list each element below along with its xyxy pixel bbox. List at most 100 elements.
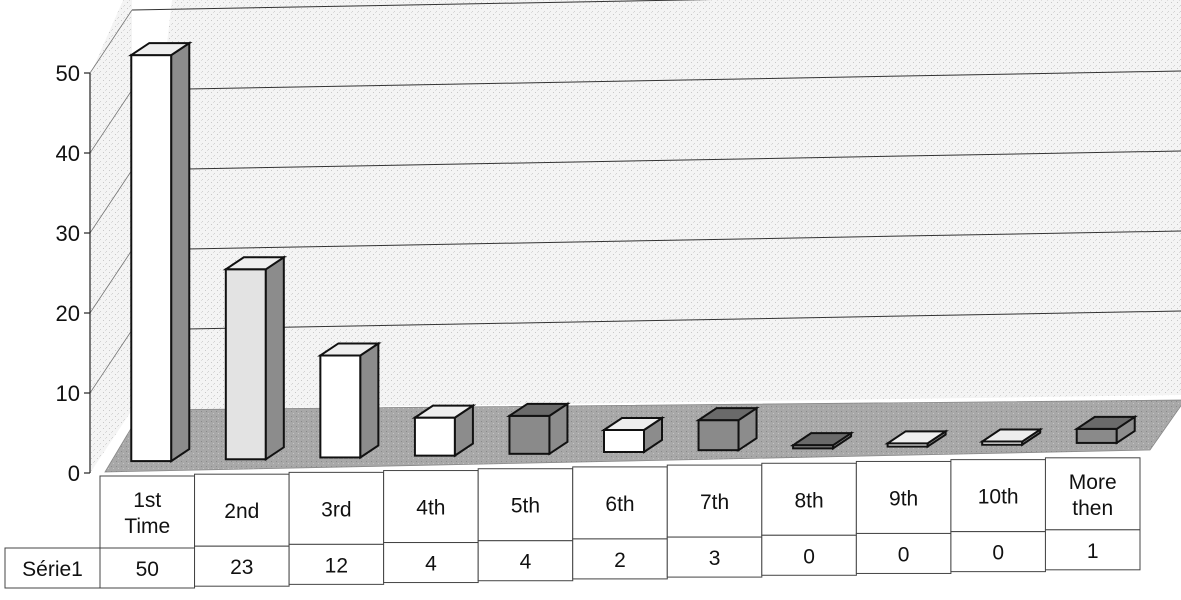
gridlines (89, 0, 1181, 394)
data-value-label: 3 (709, 547, 721, 570)
y-tick-label: 10 (56, 381, 80, 406)
bar (222, 255, 288, 462)
bar (978, 427, 1044, 447)
x-category-label: More (1069, 471, 1117, 494)
data-value-label: 0 (803, 545, 815, 568)
table-category-cell (383, 470, 479, 544)
bar-side-face (170, 41, 191, 463)
table-category-cell (666, 464, 763, 538)
bar (600, 416, 666, 454)
bar-top-face (600, 417, 666, 431)
data-value-label: 50 (136, 558, 159, 581)
bar-side-face (359, 341, 380, 460)
bars (127, 41, 1139, 463)
bar (411, 403, 477, 458)
bar-front-face (697, 419, 740, 452)
bar-front-face (130, 54, 173, 463)
bar (884, 429, 949, 449)
table-category-cell (855, 460, 952, 534)
gridline-connector (89, 89, 133, 154)
y-tick-label: 50 (56, 61, 80, 86)
bar-top-face (1073, 415, 1139, 430)
table-category-cell (99, 475, 196, 549)
data-value-label: 4 (425, 553, 437, 576)
gridline (131, 0, 712, 11)
x-category-label: 6th (605, 493, 634, 516)
bar-front-face (508, 414, 551, 455)
x-category-label: 7th (700, 491, 729, 514)
gridline (131, 70, 1181, 91)
table-value-cell (99, 547, 196, 589)
gridline-connector (89, 169, 133, 234)
bar-top-face (317, 342, 382, 357)
table-category-cell (1044, 457, 1141, 531)
y-tick-label: 0 (68, 461, 80, 486)
gridline-connector (89, 249, 133, 314)
legend-series-label: Série1 (22, 558, 83, 581)
bar (506, 401, 571, 456)
x-category-label: 4th (416, 497, 445, 520)
bar-top-face (695, 407, 760, 422)
y-axis: 0 10 20 30 40 50 (56, 61, 91, 486)
gridline (131, 230, 1181, 251)
bar (127, 41, 193, 463)
bar-top-face (978, 428, 1044, 443)
bar-top-face (222, 256, 288, 271)
bar (789, 431, 855, 451)
x-category-label: 10th (978, 486, 1019, 509)
gridline (131, 150, 1181, 171)
gridline (131, 310, 1181, 331)
bar (1073, 415, 1139, 445)
gridline-connector (89, 329, 133, 394)
x-category-label: 5th (511, 495, 540, 518)
gridline-connector (89, 9, 133, 74)
bar-front-face (603, 429, 645, 453)
table-category-cell (477, 468, 574, 542)
x-category-label: 1st (133, 489, 161, 512)
bar-front-face (1075, 427, 1118, 444)
table-value-cell (194, 545, 290, 587)
table-value-cell (1044, 529, 1141, 571)
x-category-label: Time (124, 515, 170, 538)
bar-top-face (506, 402, 571, 417)
bar-top-face (789, 432, 855, 447)
bar-front-face (319, 354, 362, 459)
bar-side-face (264, 255, 285, 462)
y-tick-label: 20 (56, 301, 80, 326)
data-value-label: 4 (520, 551, 532, 574)
data-value-label: 0 (992, 542, 1004, 565)
bar-top-face (127, 42, 193, 57)
x-category-label: 9th (889, 487, 918, 510)
y-tick-label: 30 (56, 221, 80, 246)
y-tick-label: 40 (56, 141, 80, 166)
data-table: 1st Time 2nd 3rd 4th 5th 6th 7th 8th 9th 10th More t… (4, 457, 1141, 589)
x-category-label: 2nd (224, 500, 259, 523)
plot-back-wall (90, 0, 1181, 473)
bar-top-face (884, 430, 949, 445)
bar (317, 341, 382, 460)
data-value-label: 12 (325, 554, 348, 577)
table-value-cell (950, 531, 1046, 573)
table-series-header-cell (4, 547, 101, 589)
bar-front-face (413, 416, 456, 457)
table-value-cell (761, 534, 857, 576)
table-category-cell (950, 459, 1046, 533)
x-category-label: then (1072, 497, 1113, 520)
data-value-label: 0 (898, 543, 910, 566)
table-value-cell (572, 538, 668, 580)
x-category-label: 8th (794, 489, 823, 512)
table-value-cell (383, 542, 479, 584)
bar-front-face (224, 268, 267, 461)
table-value-cell (666, 536, 763, 578)
bar (695, 406, 760, 453)
bar-top-face (411, 404, 477, 419)
back-wall-surface (132, 0, 1181, 410)
side-wall-surface (90, 0, 132, 473)
table-value-cell (288, 543, 385, 585)
data-value-label: 1 (1087, 540, 1099, 563)
data-value-label: 2 (614, 549, 626, 572)
data-value-label: 23 (230, 556, 253, 579)
x-category-label: 3rd (321, 498, 351, 521)
